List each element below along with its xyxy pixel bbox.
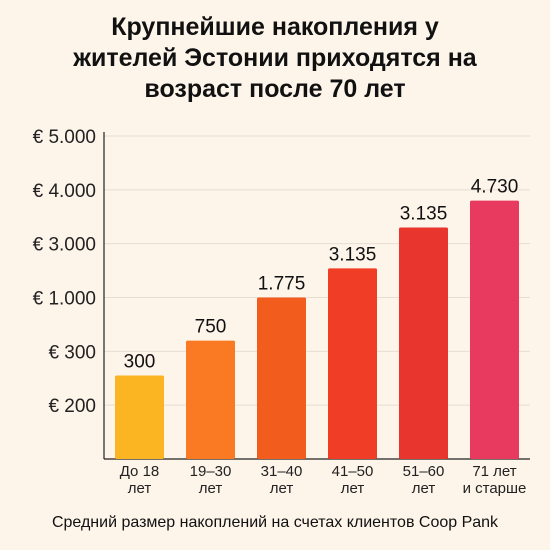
x-tick-label: и старше: [463, 480, 527, 497]
x-tick-label: 41–50: [332, 463, 374, 480]
bar: [470, 200, 519, 459]
bar-value-label: 4.730: [471, 177, 519, 198]
x-tick-label: 31–40: [261, 463, 303, 480]
chart-title-line: Крупнейшие накопления у: [111, 13, 439, 41]
bar-value-label: 300: [124, 352, 156, 373]
x-tick-label: 19–30: [190, 463, 232, 480]
x-tick-label: лет: [270, 480, 294, 497]
x-tick-label: лет: [199, 480, 223, 497]
y-tick-label: € 3.000: [33, 235, 96, 256]
x-tick-label: лет: [341, 480, 365, 497]
chart-caption: Средний размер накоплений на счетах клие…: [51, 514, 499, 531]
y-tick-label: € 200: [48, 396, 96, 417]
x-tick-label: До 18: [120, 463, 160, 480]
x-tick-label: лет: [128, 480, 152, 497]
bar: [257, 297, 306, 459]
y-tick-label: € 300: [48, 342, 96, 363]
bar-value-label: 3.135: [329, 244, 377, 265]
y-tick-label: € 1.000: [33, 289, 96, 310]
bar-value-label: 3.135: [400, 204, 448, 225]
y-tick-label: € 4.000: [33, 181, 96, 202]
bar: [186, 340, 235, 459]
y-tick-label: € 5.000: [33, 127, 96, 148]
chart-title: Крупнейшие накопления у жителей Эстонии …: [0, 12, 550, 105]
x-tick-label: 71 лет: [472, 463, 516, 480]
bar: [328, 268, 377, 459]
x-tick-label: 51–60: [403, 463, 445, 480]
bar-value-label: 750: [195, 317, 227, 338]
bar: [115, 375, 164, 459]
chart-title-line: жителей Эстонии приходятся на: [73, 44, 477, 72]
x-tick-label: лет: [412, 480, 436, 497]
bar-value-label: 1.775: [258, 274, 306, 295]
bar: [399, 227, 448, 459]
chart-title-line: возраст после 70 лет: [144, 75, 406, 103]
